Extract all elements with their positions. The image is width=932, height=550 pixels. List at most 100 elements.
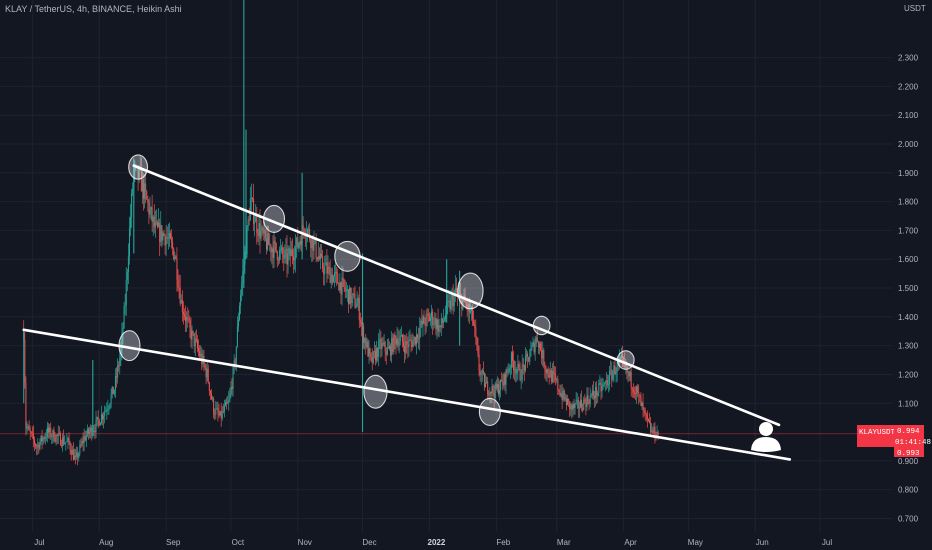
highlight-ellipse[interactable] <box>128 154 149 180</box>
candle-body <box>451 294 453 298</box>
candle-body <box>150 207 152 210</box>
candle-body <box>321 253 323 257</box>
highlight-ellipse[interactable] <box>478 397 501 426</box>
candle-body <box>638 391 640 395</box>
candle-body <box>399 336 401 342</box>
candle-body <box>131 193 133 218</box>
candle-body <box>475 327 477 338</box>
candle-body <box>38 444 40 449</box>
candle-body <box>99 422 101 426</box>
candle-body <box>450 297 452 310</box>
candle-body <box>629 371 631 377</box>
candle-body <box>389 345 390 349</box>
highlight-ellipse[interactable] <box>363 374 388 409</box>
x-tick-label: Jul <box>822 538 832 547</box>
candle-body <box>633 392 635 394</box>
candle-body <box>586 395 588 408</box>
candle-body <box>313 241 315 251</box>
candle-body <box>161 225 163 241</box>
candle-body <box>284 250 286 259</box>
candle-body <box>606 380 608 385</box>
y-tick-label: 0.700 <box>898 514 919 523</box>
trendlines-layer[interactable] <box>22 164 792 461</box>
candle-body <box>266 238 267 250</box>
candle-body <box>138 168 140 180</box>
candle-body <box>217 408 219 414</box>
y-tick-label: 1.600 <box>898 255 919 264</box>
candle-body <box>134 166 136 171</box>
candle-body <box>563 390 565 400</box>
candle-body <box>37 444 39 448</box>
highlight-ellipse[interactable] <box>616 350 635 370</box>
candle-body <box>209 391 211 394</box>
candle-body <box>319 253 321 259</box>
candle-body <box>625 364 627 367</box>
candle-body <box>92 432 94 436</box>
candle-body <box>35 443 37 447</box>
last-price-tag: KLAYUSDT 0.994 01:41:48 0.993 <box>857 425 931 458</box>
candle-body <box>410 339 412 342</box>
candle-body <box>630 371 632 388</box>
candle-body <box>327 266 329 274</box>
candle-body <box>71 449 73 455</box>
candle-body <box>141 178 143 192</box>
highlight-ellipses-layer[interactable] <box>118 154 635 426</box>
candle-body <box>601 386 603 392</box>
candle-body <box>453 293 455 307</box>
price-axis[interactable]: USDT 2.300 2.200 2.100 2.000 1.900 1.800 1.700… <box>898 4 926 523</box>
highlight-ellipse[interactable] <box>532 315 551 336</box>
highlight-ellipse[interactable] <box>334 240 361 272</box>
candle-body <box>598 383 600 393</box>
candle-body <box>442 320 444 323</box>
candle-body <box>523 365 525 371</box>
candle-body <box>513 360 515 371</box>
candle-body <box>146 191 148 200</box>
candle-body <box>476 337 478 346</box>
highlight-ellipse[interactable] <box>118 330 141 362</box>
candle-body <box>655 437 657 439</box>
candle-body <box>58 433 60 434</box>
candle-body <box>24 339 26 384</box>
candle-body <box>273 240 275 258</box>
candle-body <box>125 279 127 306</box>
candle-body <box>419 328 421 339</box>
price-tag-main: KLAYUSDT 0.994 01:41:48 0.993 <box>857 425 931 458</box>
candle-body <box>497 384 499 395</box>
trendline-upper[interactable] <box>132 164 781 427</box>
candle-body <box>216 408 218 410</box>
candle-body <box>67 438 69 441</box>
candle-body <box>128 227 130 257</box>
candle-body <box>499 389 501 395</box>
candle-body <box>248 219 250 221</box>
candle-body <box>378 340 380 357</box>
candle-body <box>504 374 506 385</box>
y-tick-label: 2.300 <box>898 54 919 63</box>
candle-body <box>462 299 464 310</box>
trendline-lower[interactable] <box>22 328 792 461</box>
candle-body <box>326 262 328 274</box>
candle-body <box>612 372 614 380</box>
candle-body <box>80 444 82 446</box>
candle-body <box>43 437 45 440</box>
candle-body <box>436 319 438 330</box>
candle-body <box>53 430 55 441</box>
time-axis[interactable]: Jul Aug Sep Oct Nov Dec 2022 Feb Mar Apr May Jun Jul <box>34 538 832 547</box>
highlight-ellipse[interactable] <box>263 204 286 233</box>
candle-body <box>283 254 285 259</box>
candle-body <box>501 379 503 382</box>
candle-body <box>622 355 624 358</box>
candle-body <box>529 356 531 362</box>
candle-body <box>578 407 580 409</box>
candle-body <box>590 394 592 396</box>
candle-body <box>194 338 196 347</box>
candle-body <box>602 384 604 387</box>
candle-body <box>176 258 178 280</box>
candle-body <box>373 350 375 352</box>
candle-body <box>435 318 437 330</box>
candle-body <box>29 429 31 433</box>
candle-body <box>300 240 302 246</box>
highlight-ellipse[interactable] <box>457 272 484 310</box>
candle-body <box>521 364 523 380</box>
